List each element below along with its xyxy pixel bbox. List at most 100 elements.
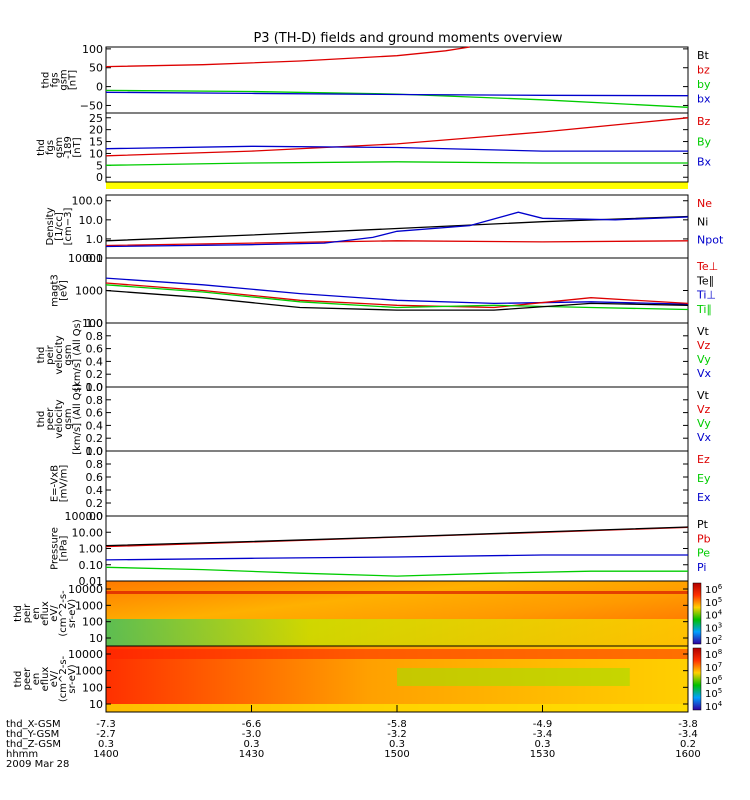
panel-3: 100.0 10.0 1.0 0.1 Density[1/cc][cm−3] Ne Ni Np… [45,194,724,265]
x-row-value: 0.3 [244,739,260,750]
legend-entry: By [697,135,712,148]
legend-entry: bz [697,64,710,77]
x-row-value: 1530 [530,749,555,760]
series-line-By [105,145,688,152]
x-row-value: 0.3 [535,739,551,750]
y-axis-label: fgs [50,72,61,87]
y-tick-label: 0.0 [86,510,104,523]
y-axis-label: thd [13,671,24,688]
legend-entry: by [697,78,711,91]
x-row-value: 0.3 [389,739,405,750]
y-tick-label: 100 [82,43,103,56]
x-row-value: 0.3 [98,739,114,750]
legend-entry: Vx [697,367,712,380]
date-label: 2009 Mar 28 [6,759,69,770]
legend-entry: Vy [697,417,711,430]
panels-group: 100500−50thdfgsgsm[nT]Btbzbybx2520151050… [13,43,724,713]
series-line-Bz [105,117,689,157]
y-axis-label: eflux [40,601,51,626]
y-tick-label: 0.4 [86,419,104,432]
series-line-Bx [105,161,688,166]
colorbar [692,647,702,711]
legend-entry: Ti∥ [696,303,712,316]
x-row-label: thd_Z-GSM [6,739,61,750]
legend-entry: Vy [697,353,711,366]
x-row-value: -3.0 [242,729,262,740]
legend-entry: Pb [697,532,711,545]
y-tick-label: 0.0 [86,445,104,458]
y-tick-label: 1.0 [86,445,104,458]
y-tick-label: 1.0 [86,317,104,330]
legend-entry: bx [697,93,711,106]
y-axis-label: en [31,607,42,620]
colorbar [692,582,702,645]
y-tick-label: 25 [89,112,103,125]
y-tick-label: 1000 [75,285,103,298]
series-line-Pe [105,566,688,577]
x-row-value: -2.7 [96,729,116,740]
x-row-value: -3.2 [387,729,407,740]
colorbar-tick-label: 107 [705,661,722,674]
x-row-value: -6.6 [242,719,262,730]
y-tick-label: 20 [89,124,103,137]
x-row-value: -3.4 [533,729,553,740]
legend-entry: Vt [697,389,710,402]
series-line-Ti⊥ [105,277,689,305]
y-tick-label: 10.0 [79,214,104,227]
series-line-bx [105,91,689,97]
y-tick-label: 0.0 [86,381,104,394]
colorbar-tick-label: 102 [705,634,722,647]
x-row-label: hhmm [6,749,38,760]
x-row-value: -5.8 [387,719,407,730]
panel-frame [105,112,689,183]
legend-entry: Ey [697,472,711,485]
y-axis-label: gsm [63,344,74,365]
panel-frame [105,450,689,517]
y-tick-label: 1.0 [86,233,104,246]
y-axis-label: peer [45,407,56,431]
panel-frame [105,257,689,324]
y-tick-label: 10000 [68,252,103,265]
y-tick-label: 100 [82,317,103,330]
legend-entry: Vz [697,403,711,416]
y-tick-label: 50 [89,62,103,75]
y-tick-label: 0.1 [86,252,104,265]
legend-entry: Te⊥ [696,260,718,273]
y-axis-label: en [31,673,42,686]
y-axis-label: -189 [63,136,74,159]
x-row-value: 1400 [93,749,118,760]
figure-title: P3 (TH-D) fields and ground moments over… [253,31,562,46]
y-tick-label: 0.2 [86,368,104,381]
legend-entry: Bx [697,156,712,169]
y-tick-label: 0.4 [86,355,104,368]
y-tick-label: 0.10 [79,559,104,572]
x-row-value: 1600 [675,749,700,760]
y-axis-label: [mV/m] [59,465,70,503]
y-axis-label: thd [41,72,52,89]
series-line-Npot [105,211,689,248]
legend-entry: Npot [697,234,724,247]
y-axis-label: gsm [63,408,74,429]
x-row-value: -3.8 [678,719,698,730]
x-row-value: -4.9 [533,719,553,730]
electron-low-flux-region [397,668,630,686]
series-line-Te⊥ [105,282,689,309]
series-line-bz [105,46,470,68]
electron-high-energy-band [106,649,688,659]
panel-frame [105,322,689,388]
y-tick-label: 0.4 [86,484,104,497]
y-axis-label: sr-eV) [67,664,78,693]
y-axis-label: thd [13,605,24,622]
y-axis-label: E=-VxB [50,465,61,502]
y-axis-label: [nPa] [59,535,70,561]
legend-entry: Ni [697,215,708,228]
panel-5: 1.00.80.60.40.20.0thdpeirvelocitygsm[km/… [36,317,712,394]
x-row-label: thd_X-GSM [6,719,61,730]
yellow-band [106,182,688,189]
x-row-value: 1430 [239,749,264,760]
